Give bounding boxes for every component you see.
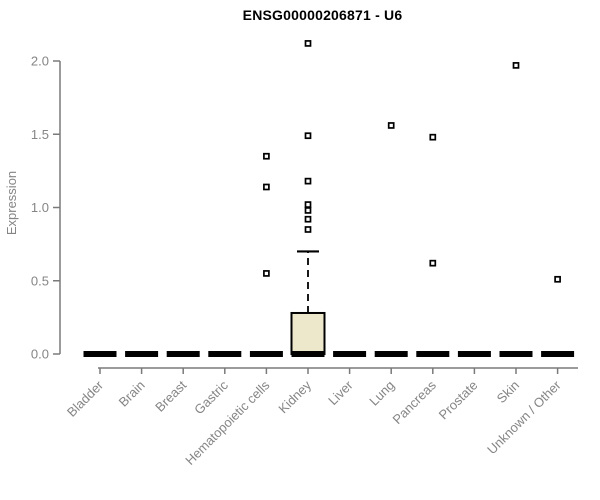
- median-bar: [541, 351, 575, 357]
- x-tick-label: Lung: [366, 378, 397, 409]
- outlier-point: [304, 226, 312, 233]
- y-tick-label: 0.5: [31, 273, 49, 288]
- x-tick-label: Gastric: [191, 377, 231, 417]
- y-axis-label: Expression: [4, 171, 19, 235]
- box: [290, 311, 326, 356]
- x-tick-label: Brain: [116, 378, 148, 410]
- y-tick-label: 2.0: [31, 54, 49, 69]
- outlier-point: [554, 275, 561, 283]
- outlier-point: [304, 40, 312, 47]
- median-bar: [291, 351, 325, 357]
- median-bar: [83, 351, 117, 357]
- outlier-point: [304, 207, 312, 214]
- outlier-point: [263, 183, 270, 191]
- median-bar: [457, 351, 491, 357]
- median-bar: [249, 351, 283, 357]
- y-tick-label: 0.0: [31, 347, 49, 362]
- outlier-point: [429, 133, 437, 141]
- x-tick-label: Skin: [494, 378, 522, 406]
- outlier-point: [512, 62, 520, 69]
- median-bar: [166, 351, 200, 357]
- x-tick-label: Kidney: [275, 377, 314, 416]
- outlier-point: [387, 122, 395, 129]
- median-bar: [208, 351, 242, 357]
- outlier-point: [263, 152, 270, 160]
- outlier-point: [304, 201, 312, 208]
- median-bar: [125, 351, 159, 357]
- plot-layer: 0.0 0.5 1.0 1.5 2.0 Bladder Brain Breast Gastric…: [31, 40, 578, 468]
- x-tick-label: Liver: [325, 377, 356, 408]
- x-tick-label: Unknown / Other: [484, 377, 564, 457]
- x-tick-label: Pancreas: [389, 377, 439, 427]
- chart-title: ENSG00000206871 - U6: [242, 7, 403, 23]
- outlier-point: [263, 270, 270, 277]
- median-bar: [416, 351, 450, 357]
- median-bar: [374, 351, 408, 357]
- y-tick-label: 1.5: [31, 127, 49, 142]
- y-tick-label: 1.0: [31, 200, 49, 215]
- median-bar: [499, 351, 533, 357]
- outlier-point: [304, 177, 312, 185]
- outlier-point: [304, 215, 312, 223]
- x-tick-label: Bladder: [64, 377, 107, 420]
- x-tick-label: Prostate: [436, 378, 481, 423]
- outlier-point: [429, 259, 437, 267]
- x-tick-label: Breast: [152, 377, 189, 414]
- median-bar: [333, 351, 367, 357]
- outlier-point: [304, 132, 312, 140]
